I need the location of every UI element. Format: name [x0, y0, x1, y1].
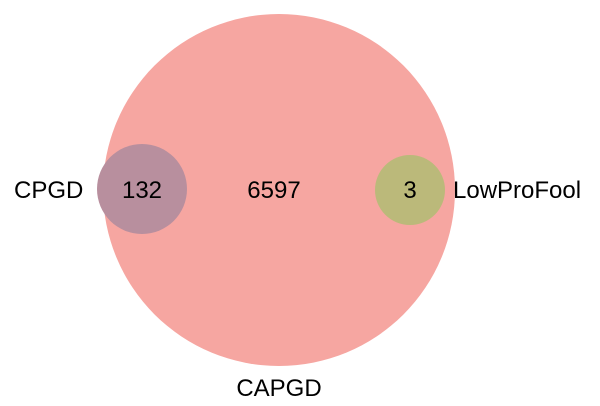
cpgd-count: 132 — [122, 177, 162, 204]
cpgd-label: CPGD — [14, 177, 83, 204]
capgd-circle — [103, 14, 455, 366]
lowprofool-count: 3 — [403, 177, 416, 204]
lowprofool-label: LowProFool — [453, 177, 581, 204]
lowprofool-circle — [375, 155, 445, 225]
capgd-only-count: 6597 — [247, 177, 300, 204]
cpgd-circle — [97, 144, 187, 234]
capgd-label: CAPGD — [236, 375, 321, 402]
